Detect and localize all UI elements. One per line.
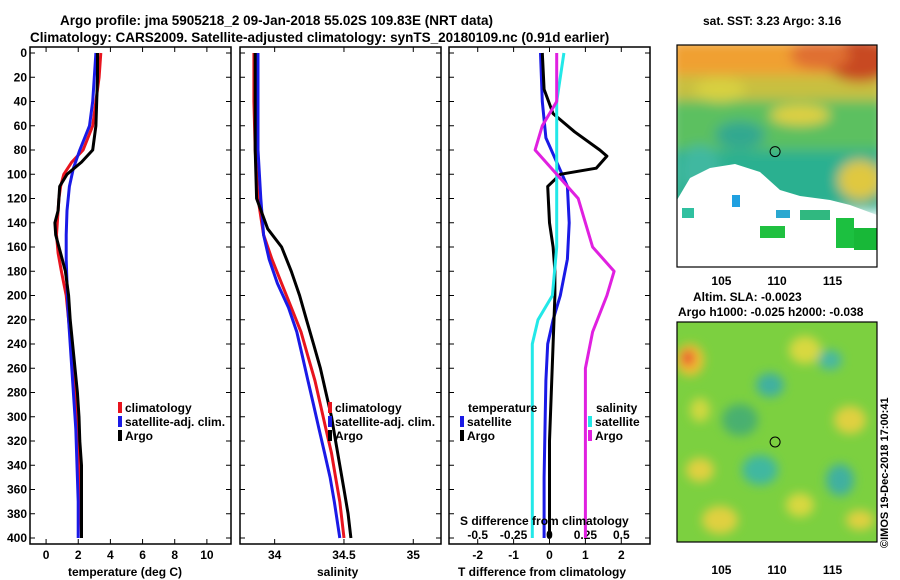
figure-title-line1: Argo profile: jma 5905218_2 09-Jan-2018 … (60, 13, 493, 28)
legend-label-t-satellite: satellite (467, 415, 512, 429)
legend-swatch-climatology (118, 402, 122, 413)
x-tick-label: 2 (618, 548, 625, 562)
legend-label-climatology: climatology (335, 401, 402, 415)
x-top-tick-label: -0.25 (500, 528, 528, 542)
x-tick-label: 6 (139, 548, 146, 562)
depth-tick-label: 400 (7, 531, 27, 545)
legend-swatch-s-argo (588, 430, 592, 441)
legend-swatch-satellite-adj (118, 416, 122, 427)
legend-label-t-argo: Argo (467, 429, 495, 443)
depth-tick-label: 100 (7, 167, 27, 181)
sla-map-frame (676, 321, 878, 543)
map-x-tick-label: 110 (767, 274, 787, 288)
series-line-temperature-satellite (539, 52, 571, 538)
depth-tick-label: 80 (14, 143, 28, 157)
depth-tick-label: 380 (7, 507, 27, 521)
salinity-legend: climatology satellite-adj. clim. Argo (328, 401, 435, 443)
sla-map-subtitle: Argo h1000: -0.025 h2000: -0.038 (678, 305, 864, 319)
x-tick-label: 1 (582, 548, 589, 562)
sla-map-image (677, 322, 877, 542)
map-x-tick-label: 110 (767, 563, 787, 577)
depth-tick-label: 240 (7, 337, 27, 351)
temperature-legend: climatology satellite-adj. clim. Argo (118, 401, 225, 443)
temperature-xlabel: temperature (deg C) (68, 565, 182, 579)
salinity-xlabel: salinity (317, 565, 359, 579)
legend-label-satellite-adj: satellite-adj. clim. (335, 415, 435, 429)
x-tick-label: 35 (407, 548, 421, 562)
legend-swatch-climatology (328, 402, 332, 413)
depth-tick-label: 360 (7, 483, 27, 497)
imos-timestamp: ©IMOS 19-Dec-2018 17:00:41 (879, 397, 891, 548)
legend-label-argo: Argo (335, 429, 363, 443)
series-line-temperature-argo (540, 52, 609, 538)
legend-label-argo: Argo (125, 429, 153, 443)
legend-swatch-satellite-adj (328, 416, 332, 427)
map-x-tick-label: 115 (823, 563, 843, 577)
legend-swatch-argo (328, 430, 332, 441)
legend-label-climatology: climatology (125, 401, 192, 415)
legend-heading-temperature: temperature (468, 401, 538, 415)
legend-heading-salinity: salinity (596, 401, 638, 415)
depth-tick-label: 20 (14, 70, 28, 84)
x-tick-label: 0 (546, 548, 553, 562)
map-x-tick-label: 105 (711, 274, 731, 288)
depth-tick-label: 220 (7, 313, 27, 327)
x-top-tick-label: -0.5 (467, 528, 488, 542)
legend-label-s-argo: Argo (595, 429, 623, 443)
sla-argo-location-marker (769, 436, 781, 448)
depth-tick-label: 300 (7, 410, 27, 424)
legend-label-satellite-adj: satellite-adj. clim. (125, 415, 225, 429)
legend-swatch-t-argo (460, 430, 464, 441)
depth-tick-label: 60 (14, 119, 28, 133)
x-top-tick-label: 0.5 (613, 528, 630, 542)
map-x-tick-label: 105 (711, 563, 731, 577)
x-tick-label: -1 (508, 548, 519, 562)
sst-map-frame (676, 44, 878, 268)
difference-xlabel: T difference from climatology (458, 565, 626, 579)
depth-tick-label: 200 (7, 289, 27, 303)
x-tick-label: 4 (107, 548, 114, 562)
series-line-argo (53, 53, 99, 538)
sst-map-image (677, 45, 877, 267)
depth-tick-label: 160 (7, 240, 27, 254)
sla-map-title: Altim. SLA: -0.0023 (693, 290, 802, 304)
depth-tick-label: 260 (7, 361, 27, 375)
x-tick-label: 8 (171, 548, 178, 562)
x-tick-label: 0 (43, 548, 50, 562)
depth-tick-label: 140 (7, 216, 27, 230)
depth-tick-label: 180 (7, 264, 27, 278)
depth-tick-label: 280 (7, 386, 27, 400)
temperature-panel-frame (29, 46, 232, 545)
depth-tick-label: 0 (20, 46, 27, 60)
x-tick-label: 34 (268, 548, 282, 562)
depth-tick-label: 340 (7, 458, 27, 472)
difference-xlabel-top: S difference from climatology (460, 514, 629, 528)
x-tick-label: 2 (75, 548, 82, 562)
difference-legend: temperature satellite Argo salinity sate… (460, 401, 640, 443)
figure-title-line2: Climatology: CARS2009. Satellite-adjuste… (30, 30, 609, 45)
series-line-salinity-satellite (530, 52, 566, 538)
x-tick-label: 34.5 (332, 548, 356, 562)
series-line-salinity-argo (533, 53, 616, 538)
series-line-climatology (55, 52, 103, 539)
legend-swatch-s-satellite (588, 416, 592, 427)
sst-map-title: sat. SST: 3.23 Argo: 3.16 (703, 14, 842, 28)
legend-swatch-argo (118, 430, 122, 441)
legend-label-s-satellite: satellite (595, 415, 640, 429)
series-line-argo (253, 53, 353, 539)
depth-tick-label: 40 (14, 95, 28, 109)
series-line-satellite-adj-clim- (256, 53, 342, 539)
depth-tick-label: 320 (7, 434, 27, 448)
depth-tick-label: 120 (7, 192, 27, 206)
sst-argo-location-marker (769, 146, 781, 158)
x-tick-label: 10 (200, 548, 214, 562)
legend-swatch-t-satellite (460, 416, 464, 427)
x-tick-label: -2 (472, 548, 483, 562)
map-x-tick-label: 115 (823, 274, 843, 288)
